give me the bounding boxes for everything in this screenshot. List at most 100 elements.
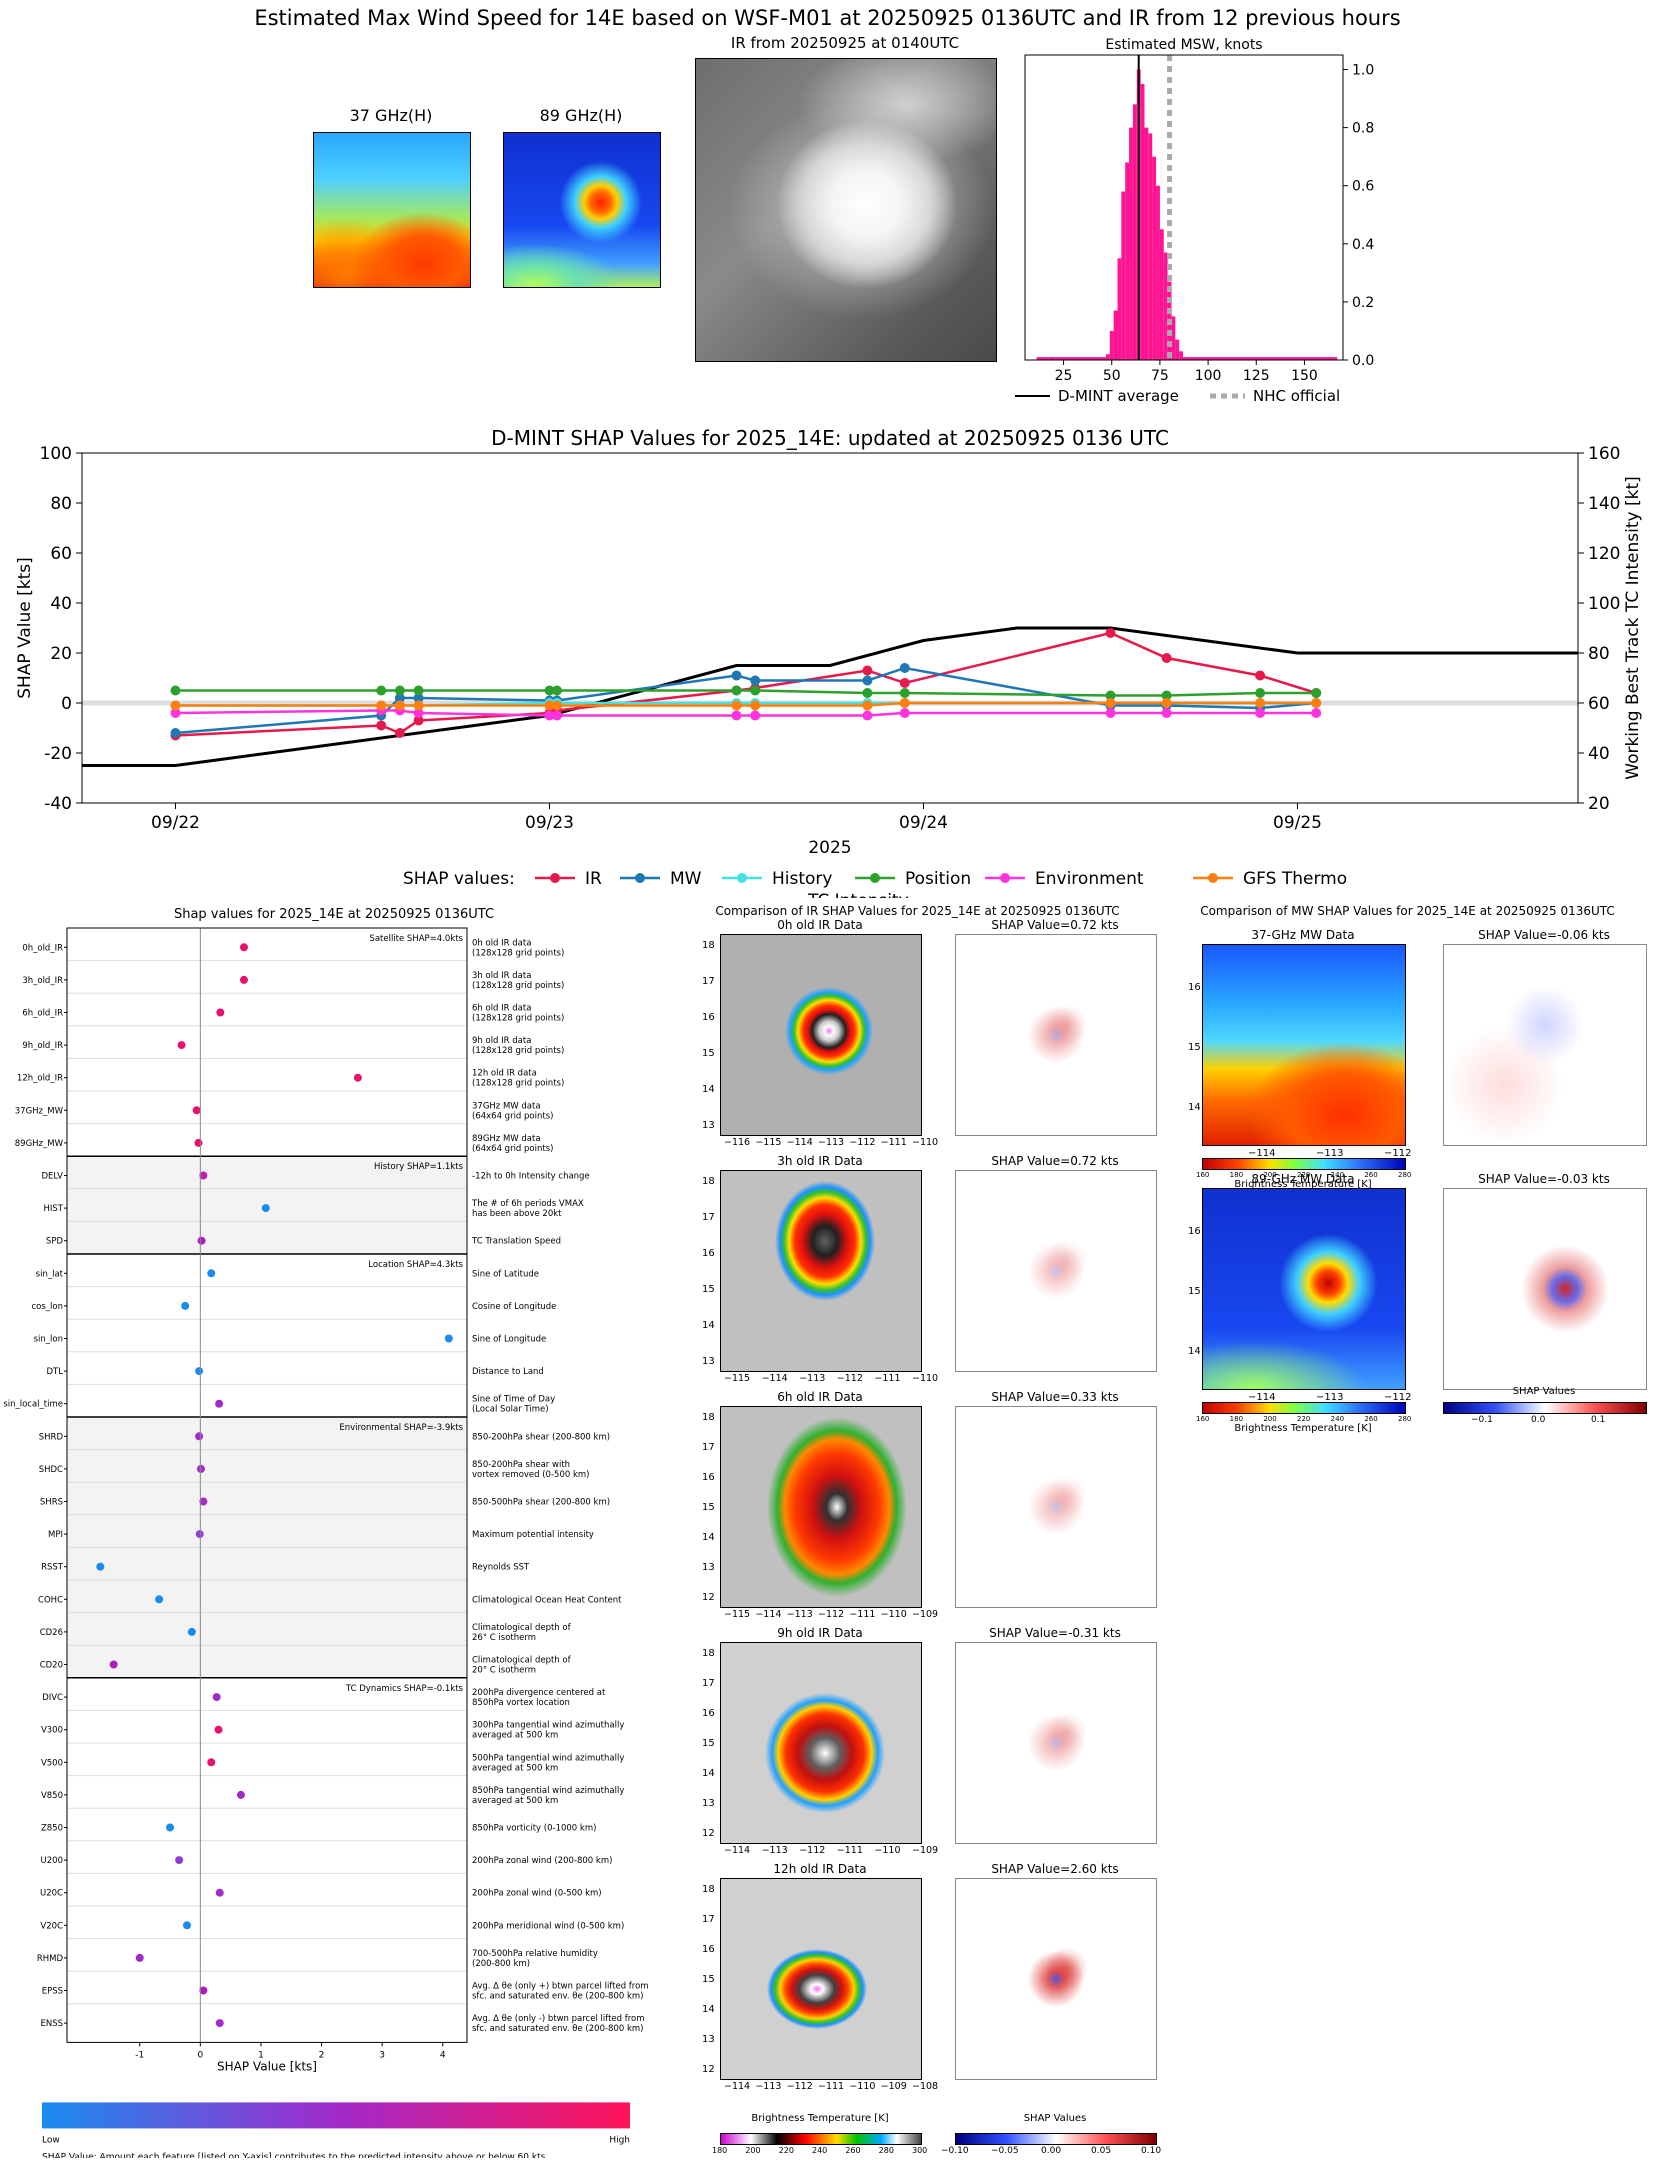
hist-ytick-label: 0.6 [1352,179,1374,195]
legend-series-label: Position [905,869,971,889]
hist-bar [1094,357,1099,360]
hist-xtick-label: 50 [1103,368,1121,384]
hist-bar [1210,357,1214,360]
ir-image [695,58,997,362]
feature-desc: 37GHz MW data [472,1101,541,1111]
ir-shap-tick: 0.00 [1041,2146,1062,2156]
series-point-gfs-thermo [544,700,555,711]
ir-xtick-label: −114 [724,2081,751,2092]
mw-ytick-label: 16 [1188,1226,1201,1237]
hist-bar [1275,357,1280,360]
hist-bar [1090,357,1095,360]
feature-name: 9h_old_IR [22,1041,63,1051]
hist-bar [1144,127,1149,360]
legend-series-label: MW [670,869,702,889]
feature-name: sin_local_time [3,1400,63,1410]
ir-shap-label: SHAP Value=2.60 kts [991,1862,1119,1876]
timeline-xtick-label: 09/24 [899,813,948,833]
series-point-environment [731,710,742,721]
series-point-mw [170,728,181,738]
hist-bar [1225,357,1230,360]
series-point-position [731,685,742,696]
hist-bar [1190,357,1195,360]
ir-ytick-label: 17 [702,1442,715,1453]
series-point-ir [1255,670,1266,681]
feature-point [215,1888,224,1897]
left-ytick-label: -20 [44,744,72,764]
series-point-gfs-thermo [862,700,873,711]
series-point-mw [750,675,761,686]
ir-shap-tick: 0.05 [1091,2146,1112,2156]
hist-bar [1175,339,1180,360]
feature-desc: Sine of Latitude [472,1269,539,1279]
feature-desc: 200hPa zonal wind (0-500 km) [472,1889,602,1899]
series-point-environment [750,710,761,721]
ir-panel-label: 0h old IR Data [777,918,863,932]
mw-shap-colorbar-label: SHAP Values [1512,1386,1576,1397]
ir-shap-label: SHAP Value=0.72 kts [991,918,1119,932]
series-point-gfs-thermo [1105,698,1116,708]
ir-bt-tick: 300 [912,2146,928,2155]
series-point-environment [1105,708,1116,718]
ir-xtick-label: −113 [786,1609,813,1620]
feature-desc: (64x64 grid points) [472,1111,553,1121]
feature-desc: sfc. and saturated env. θe (200-800 km) [472,2024,644,2034]
mw-xtick-label: −113 [1316,1392,1344,1403]
colorbar-low-label: Low [42,2135,60,2145]
series-point-position [1255,688,1266,698]
ir-xtick-label: −110 [874,1845,901,1856]
series-point-gfs-thermo [413,700,424,711]
hist-bar [1244,357,1249,360]
feature-name: sin_lat [36,1269,64,1279]
feature-shap-svg: Shap values for 2025_14E at 20250925 013… [3,907,648,2162]
hist-bar [1140,84,1145,361]
feature-point [195,1432,204,1441]
feature-desc: (128x128 grid points) [472,1046,564,1056]
hist-bar [1132,104,1137,360]
mw-xtick-label: −113 [1316,1148,1344,1159]
series-point-environment [1161,708,1172,718]
series-point-mw [394,693,405,703]
mw-bt-colorbar [1202,1402,1406,1414]
right-ytick-label: 120 [1588,544,1620,564]
timeline-xtick-label: 09/25 [1273,813,1322,833]
ir-shap-image [955,1878,1157,2080]
ir-compare-title: Comparison of IR SHAP Values for 2025_14… [715,904,1120,918]
right-ytick-label: 40 [1588,744,1610,764]
feature-panel-title: Shap values for 2025_14E at 20250925 013… [174,907,494,922]
ir-shap-image [955,1406,1157,1608]
feature-name: V850 [41,1791,63,1801]
ir-ytick-label: 13 [702,2034,715,2045]
timeline-xlabel: 2025 [808,838,851,858]
series-point-position [544,685,555,696]
feature-colorbar [42,2102,630,2129]
hist-frame [1024,54,1344,361]
series-point-position [899,688,910,698]
ir-shap-tick: −0.10 [941,2146,969,2156]
feature-point [261,1204,270,1213]
group-label: History SHAP=1.1kts [374,1162,464,1172]
mw-bt-colorbar [1202,1158,1406,1170]
mw-xtick-label: −112 [1384,1148,1412,1159]
feature-desc: (128x128 grid points) [472,1079,564,1089]
feature-desc: Reynolds SST [472,1563,530,1573]
feature-name: 6h_old_IR [22,1009,63,1019]
timeline-xtick-label: 09/23 [525,813,574,833]
ir-panel-label: 3h old IR Data [777,1154,863,1168]
feature-desc: The # of 6h periods VMAX [471,1199,584,1209]
ir-ytick-label: 13 [702,1562,715,1573]
mw-ytick-label: 15 [1188,1286,1201,1297]
hist-bar [1298,357,1303,360]
ir-ytick-label: 16 [702,1248,715,1259]
feature-point [96,1562,105,1571]
ir-shap-label: SHAP Value=-0.31 kts [989,1626,1121,1640]
group-label: Satellite SHAP=4.0kts [369,934,463,944]
hist-xtick-label: 25 [1055,368,1073,384]
ir-ytick-label: 17 [702,1212,715,1223]
feature-point [199,1497,208,1506]
feature-name: U200 [41,1856,63,1866]
feature-point [353,1073,362,1082]
mw-bt-colorbar-label: Brightness Temperature [K] [1234,1423,1372,1434]
hist-bar [1329,357,1334,360]
ir-ytick-label: 17 [702,1678,715,1689]
